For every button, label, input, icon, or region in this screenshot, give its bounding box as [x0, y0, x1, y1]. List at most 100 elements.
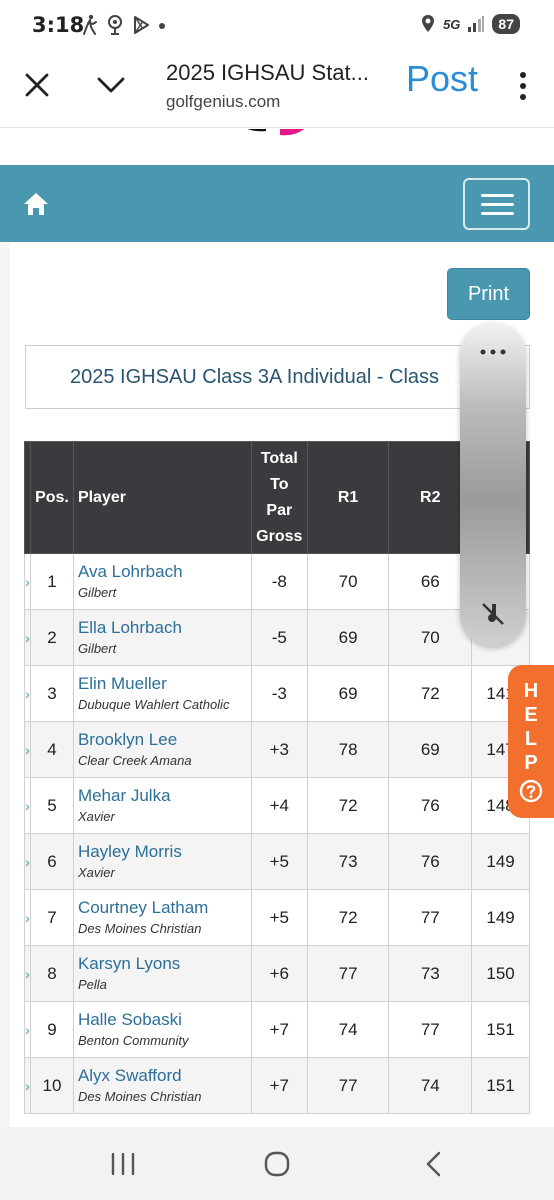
r1-cell: 72 — [306, 889, 390, 946]
row-marker: › — [25, 1077, 30, 1094]
pos-cell: 8 — [29, 945, 74, 1002]
status-bar: 3:18 5G 87 — [0, 0, 554, 52]
post-button[interactable]: Post — [406, 58, 479, 99]
to-par-cell: +5 — [250, 889, 308, 946]
more-vert-icon[interactable] — [516, 70, 530, 102]
to-par-cell: +3 — [250, 721, 308, 778]
row-edge: › — [24, 1057, 31, 1114]
player-school: Gilbert — [77, 640, 117, 656]
pos-cell: 4 — [29, 721, 74, 778]
table-body: › 1 Ava Lohrbach Gilbert -8 70 66 › 2 Ella Lohrba… — [24, 553, 530, 1114]
to-par-cell: -3 — [250, 665, 308, 722]
header-pos: Pos. — [29, 441, 74, 554]
dot-icon — [159, 23, 165, 29]
event-title: 2025 IGHSAU Class 3A Individual - Class — [70, 366, 440, 388]
player-name-link[interactable]: Elin Mueller — [77, 673, 167, 693]
r2-cell: 73 — [388, 945, 473, 1002]
total-cell: 149 — [471, 889, 530, 946]
event-title-box[interactable]: 2025 IGHSAU Class 3A Individual - Class — [25, 345, 530, 409]
player-school: Xavier — [77, 808, 115, 824]
hamburger-menu-button[interactable] — [463, 178, 530, 230]
help-letter: H — [523, 680, 539, 702]
help-letter: L — [524, 728, 538, 750]
table-row: › 7 Courtney Latham Des Moines Christian +5 7… — [24, 889, 530, 946]
pos-cell: 6 — [29, 833, 74, 890]
row-marker: › — [25, 573, 30, 590]
total-cell: 150 — [471, 945, 530, 1002]
browser-toolbar: 2025 IGHSAU Stat... golfgenius.com Post — [0, 52, 554, 128]
r2-cell: 74 — [388, 1057, 473, 1114]
pos-cell: 2 — [29, 609, 74, 666]
hamburger-line — [481, 194, 514, 197]
print-button[interactable]: Print — [447, 268, 530, 320]
floating-overlay[interactable] — [460, 323, 526, 646]
pos-cell: 3 — [29, 665, 74, 722]
leaderboard-table-wrapper[interactable]: Pos. Player Total To Par Gross R1 R2 › 1 A… — [24, 441, 530, 1127]
recent-apps-icon[interactable] — [110, 1153, 136, 1175]
r2-cell: 77 — [388, 889, 473, 946]
player-school: Pella — [77, 976, 107, 992]
total-cell: 149 — [471, 833, 530, 890]
help-letter: E — [524, 704, 538, 726]
header-to-par-line: Par — [266, 501, 293, 519]
location-icon — [422, 15, 435, 32]
row-marker: › — [25, 965, 30, 982]
pos-cell: 9 — [29, 1001, 74, 1058]
r2-cell: 69 — [388, 721, 473, 778]
player-cell: Halle Sobaski Benton Community — [72, 1001, 252, 1058]
r1-cell: 72 — [306, 777, 390, 834]
player-name-link[interactable]: Karsyn Lyons — [77, 953, 181, 973]
player-cell: Brooklyn Lee Clear Creek Amana — [72, 721, 252, 778]
r1-cell: 73 — [306, 833, 390, 890]
table-row: › 1 Ava Lohrbach Gilbert -8 70 66 — [24, 553, 530, 610]
chevron-down-icon[interactable] — [95, 70, 127, 100]
row-marker: › — [25, 909, 30, 926]
to-par-cell: +7 — [250, 1001, 308, 1058]
player-cell: Ava Lohrbach Gilbert — [72, 553, 252, 610]
pos-cell: 5 — [29, 777, 74, 834]
help-tab[interactable]: H E L P — [508, 665, 554, 818]
r2-cell: 76 — [388, 777, 473, 834]
row-marker: › — [25, 1021, 30, 1038]
player-name-link[interactable]: Hayley Morris — [77, 841, 182, 861]
player-school: Clear Creek Amana — [77, 752, 192, 768]
hamburger-line — [481, 212, 514, 215]
pos-cell: 7 — [29, 889, 74, 946]
back-icon[interactable] — [424, 1151, 442, 1177]
site-logo — [247, 129, 305, 136]
table-row: › 2 Ella Lohrbach Gilbert -5 69 70 — [24, 609, 530, 666]
player-name-link[interactable]: Brooklyn Lee — [77, 729, 178, 749]
walk-icon — [83, 14, 97, 35]
player-name-link[interactable]: Ava Lohrbach — [77, 561, 183, 581]
row-marker: › — [25, 741, 30, 758]
header-to-par-line: To — [270, 475, 289, 493]
player-cell: Courtney Latham Des Moines Christian — [72, 889, 252, 946]
close-icon[interactable] — [22, 70, 52, 100]
player-name-link[interactable]: Ella Lohrbach — [77, 617, 182, 637]
row-marker: › — [25, 797, 30, 814]
logo-strip — [0, 129, 554, 165]
player-name-link[interactable]: Halle Sobaski — [77, 1009, 182, 1029]
player-school: Des Moines Christian — [77, 920, 202, 936]
r2-cell: 76 — [388, 833, 473, 890]
player-name-link[interactable]: Alyx Swafford — [77, 1065, 182, 1085]
player-cell: Mehar Julka Xavier — [72, 777, 252, 834]
more-horiz-icon[interactable] — [480, 349, 506, 355]
home-icon[interactable] — [22, 191, 50, 217]
player-name-link[interactable]: Mehar Julka — [77, 785, 171, 805]
player-name-link[interactable]: Courtney Latham — [77, 897, 209, 917]
player-school: Dubuque Wahlert Catholic — [77, 696, 230, 712]
player-cell: Alyx Swafford Des Moines Christian — [72, 1057, 252, 1114]
r1-cell: 77 — [306, 945, 390, 1002]
home-circle-icon[interactable] — [264, 1151, 290, 1177]
total-cell: 151 — [471, 1057, 530, 1114]
mute-icon[interactable] — [480, 601, 506, 627]
player-school: Xavier — [77, 864, 115, 880]
table-row: › 8 Karsyn Lyons Pella +6 77 73 150 — [24, 945, 530, 1002]
site-navbar — [0, 165, 554, 242]
r1-cell: 77 — [306, 1057, 390, 1114]
to-par-cell: +6 — [250, 945, 308, 1002]
r2-cell: 77 — [388, 1001, 473, 1058]
network-type: 5G — [443, 16, 461, 32]
